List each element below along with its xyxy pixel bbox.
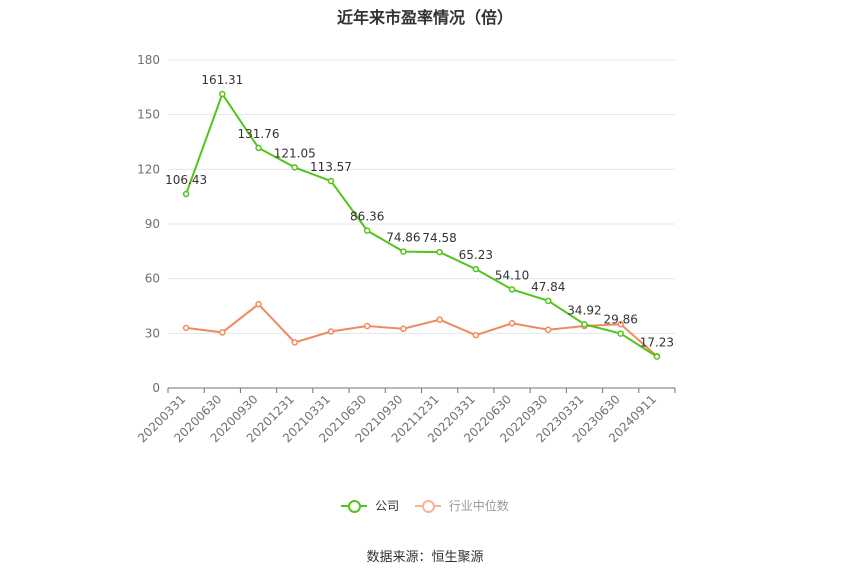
data-source: 数据来源：恒生聚源 — [366, 550, 484, 565]
data-label: 106.43 — [165, 173, 207, 187]
y-tick-label: 60 — [145, 272, 160, 286]
company-series-line — [185, 91, 658, 358]
industry-median-point — [472, 331, 480, 339]
grid-lines — [168, 59, 675, 334]
company-point — [581, 321, 588, 328]
chart-title: 近年来市盈率情况（倍） — [336, 8, 513, 27]
industry-median-point — [508, 320, 516, 327]
company-point — [400, 248, 407, 255]
company-point — [545, 297, 552, 305]
data-label: 34.92 — [567, 303, 601, 317]
industry-median-point — [545, 326, 552, 333]
series-layer — [182, 90, 661, 360]
company-point — [472, 265, 480, 273]
y-tick-label: 180 — [137, 53, 160, 67]
industry-median-point — [255, 300, 262, 308]
data-label: 47.84 — [531, 280, 565, 294]
industry-median-point — [363, 322, 371, 330]
y-tick-label: 90 — [145, 217, 160, 231]
company-point — [327, 177, 335, 185]
industry-median-point — [400, 325, 407, 333]
company-point — [291, 164, 298, 171]
data-label: 161.31 — [201, 73, 243, 87]
company-point — [653, 353, 661, 360]
x-axis: 2020033120200630202009302020123120210331… — [135, 387, 676, 445]
legend-item-industry-median[interactable]: 行业中位数 — [414, 497, 509, 514]
data-label: 74.58 — [422, 231, 456, 245]
data-label: 131.76 — [238, 127, 280, 141]
y-tick-label: 0 — [152, 381, 160, 395]
industry-median-point — [327, 328, 335, 335]
company-point — [436, 248, 443, 256]
y-tick-label: 120 — [137, 162, 160, 176]
company-point — [182, 190, 190, 198]
industry-median-point — [617, 320, 624, 328]
industry-median-point — [436, 316, 443, 323]
y-tick-label: 30 — [145, 326, 160, 340]
industry-median-point — [291, 339, 298, 346]
y-tick-label: 150 — [137, 108, 160, 122]
data-label: 65.23 — [459, 248, 493, 262]
industry-median-point — [219, 329, 226, 336]
data-label: 113.57 — [310, 160, 352, 174]
data-label: 29.86 — [603, 313, 637, 327]
data-label: 86.36 — [350, 210, 384, 224]
line-chart: 0 30 60 90 120 150 180 20200331202006302020093… — [135, 53, 676, 445]
legend-company-icon — [341, 499, 368, 513]
legend-industry-label: 行业中位数 — [448, 499, 509, 513]
data-label: 74.86 — [386, 231, 420, 245]
legend-item-company[interactable]: 公司 — [341, 497, 399, 514]
y-axis-labels: 0 30 60 90 120 150 180 — [137, 53, 160, 395]
company-point — [255, 144, 262, 152]
company-point — [617, 330, 624, 337]
data-label: 54.10 — [495, 268, 529, 282]
legend-company-label: 公司 — [375, 499, 400, 513]
company-point — [363, 227, 371, 234]
legend-industry-icon — [414, 499, 441, 513]
industry-median-series-line — [185, 302, 658, 357]
company-point — [508, 286, 516, 293]
data-label: 121.05 — [274, 146, 316, 160]
industry-median-point — [182, 324, 190, 332]
data-label: 17.23 — [640, 336, 674, 350]
company-point — [219, 90, 226, 98]
legend: 公司 行业中位数 — [0, 497, 850, 514]
